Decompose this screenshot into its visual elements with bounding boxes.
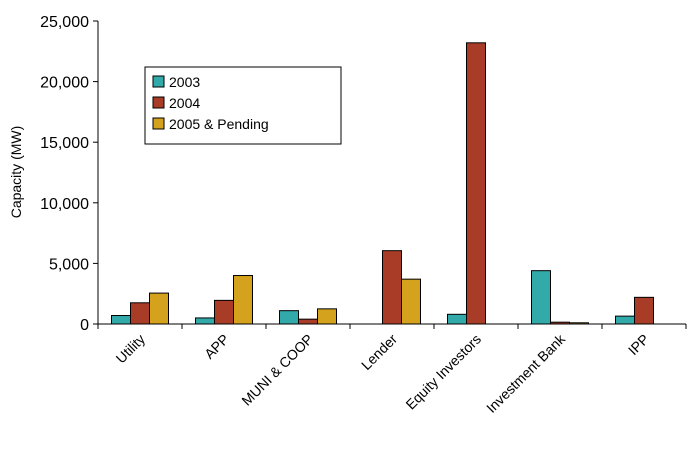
y-tick-label: 25,000 [40, 14, 89, 31]
bar-2004-equity-investors [466, 42, 486, 325]
x-tick-label: Utility [113, 331, 149, 367]
x-tick-label: Lender [358, 331, 400, 373]
x-tick-label: Investment Bank [483, 330, 569, 416]
y-tick-label: 20,000 [40, 75, 89, 92]
bar-2003-app [195, 317, 215, 325]
bar-2003-utility [111, 315, 131, 325]
bar-2005-pending-app [233, 275, 253, 325]
bar-2004-utility [130, 302, 150, 325]
bar-2004-muni-coop [298, 318, 318, 325]
bar-2005-pending-lender [401, 278, 421, 325]
y-tick-label: 0 [80, 317, 89, 334]
bar-2003-equity-investors [447, 313, 467, 325]
bar-2004-ipp [634, 296, 654, 325]
legend-swatch [152, 117, 165, 130]
bar-2005-pending-utility [149, 292, 169, 325]
legend-label: 2005 & Pending [169, 116, 269, 132]
x-tick-label: IPP [625, 331, 652, 358]
legend-box [144, 66, 342, 145]
bar-2003-ipp [615, 315, 635, 325]
y-axis-label: Capacity (MW) [8, 126, 24, 219]
y-tick-label: 10,000 [40, 196, 89, 213]
axes-group [97, 21, 686, 325]
bar-2003-muni-coop [279, 310, 299, 325]
bar-2004-lender [382, 250, 402, 325]
x-tick-label: APP [201, 331, 232, 362]
y-ticks-group: 0 5,000 10,000 15,000 20,000 25,000 [40, 14, 98, 334]
legend-label: 2003 [169, 74, 200, 90]
legend: 2003 2004 2005 & Pending [144, 66, 342, 145]
y-tick-label: 15,000 [40, 135, 89, 152]
legend-swatch [152, 96, 165, 109]
x-tick-label: MUNI & COOP [238, 331, 316, 409]
legend-swatch [152, 75, 165, 88]
x-tick-labels-group: Utility APP MUNI & COOP Lender Equity Invest… [97, 324, 687, 416]
bar-2004-app [214, 299, 234, 325]
bar-2005-pending-muni-coop [317, 308, 337, 325]
legend-label: 2004 [169, 95, 200, 111]
y-tick-label: 5,000 [49, 256, 89, 273]
x-tick-label: Equity Investors [402, 331, 484, 413]
bar-2003-investment-bank [531, 270, 551, 325]
